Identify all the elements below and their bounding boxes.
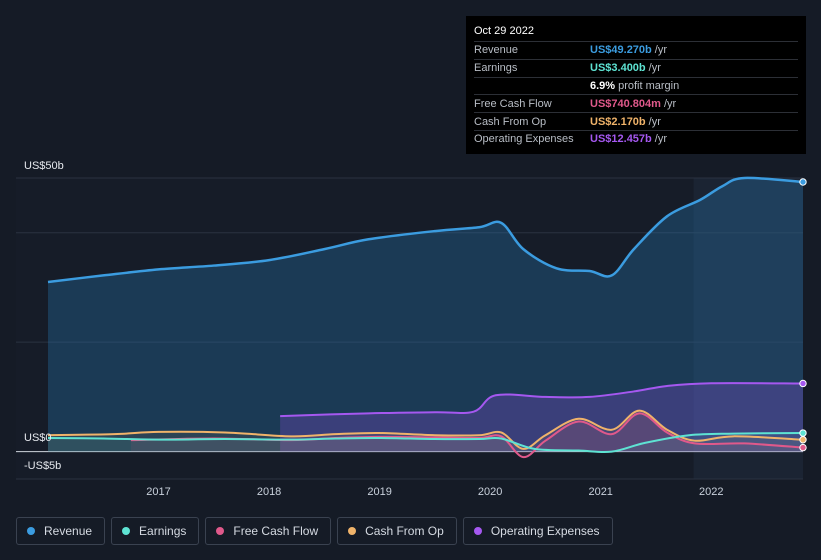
tooltip-row-value: US$3.400b bbox=[590, 62, 646, 75]
x-tick-label: 2021 bbox=[588, 486, 612, 498]
tooltip-row: 6.9% profit margin bbox=[474, 76, 798, 95]
tooltip-date: Oct 29 2022 bbox=[474, 25, 534, 37]
legend-item-free-cash-flow[interactable]: Free Cash Flow bbox=[205, 517, 332, 545]
revenue-area bbox=[48, 177, 803, 452]
tooltip-row-label: Earnings bbox=[474, 62, 518, 75]
tooltip-row-label: Operating Expenses bbox=[474, 133, 574, 146]
chart-legend: Revenue Earnings Free Cash Flow Cash From O… bbox=[16, 517, 613, 545]
legend-label: Cash From Op bbox=[365, 524, 444, 538]
tooltip-row: Cash From Op US$2.170b/yr bbox=[474, 112, 798, 130]
tooltip-row-unit: /yr bbox=[648, 62, 661, 75]
x-tick-label: 2017 bbox=[146, 486, 170, 498]
revenue-end-marker bbox=[799, 178, 807, 186]
operating-expenses-end-marker bbox=[799, 379, 807, 388]
legend-item-earnings[interactable]: Earnings bbox=[111, 517, 200, 545]
tooltip-row-unit: profit margin bbox=[618, 79, 680, 92]
legend-label: Earnings bbox=[139, 524, 187, 538]
tooltip-row: Revenue US$49.270b/yr bbox=[474, 41, 798, 59]
revenue-line bbox=[47, 176, 804, 284]
legend-dot-icon bbox=[122, 527, 131, 535]
tooltip-row-value: 6.9% bbox=[590, 79, 616, 92]
y-axis-bottom-label: -US$5b bbox=[24, 460, 62, 472]
plot-background bbox=[16, 178, 803, 479]
tooltip-row-value: US$12.457b bbox=[590, 133, 652, 146]
tooltip-row-unit: /yr bbox=[648, 115, 661, 128]
y-axis-zero-label: US$0 bbox=[24, 432, 52, 444]
tooltip-row-value: US$2.170b bbox=[590, 115, 646, 128]
x-tick-label: 2022 bbox=[699, 486, 723, 498]
legend-dot-icon bbox=[473, 527, 482, 535]
tooltip-row-unit: /yr bbox=[663, 97, 677, 110]
legend-item-cash-from-op[interactable]: Cash From Op bbox=[337, 517, 457, 545]
cash-from-op-area bbox=[48, 410, 803, 452]
tooltip-row-value: US$740.804m bbox=[590, 97, 661, 110]
tooltip-row-label: Revenue bbox=[474, 44, 519, 57]
forecast-highlight-band bbox=[693, 178, 803, 479]
legend-item-revenue[interactable]: Revenue bbox=[16, 517, 106, 545]
legend-label: Operating Expenses bbox=[490, 524, 600, 538]
tooltip-row: Earnings US$3.400b/yr bbox=[474, 58, 798, 77]
earnings-area bbox=[48, 433, 803, 453]
x-tick-label: 2018 bbox=[257, 486, 281, 498]
legend-dot-icon bbox=[27, 527, 35, 535]
x-tick-label: 2019 bbox=[367, 486, 391, 498]
y-axis-top-label: US$50b bbox=[24, 160, 64, 172]
legend-item-operating-expenses[interactable]: Operating Expenses bbox=[462, 517, 613, 545]
tooltip-row-unit: /yr bbox=[654, 44, 667, 57]
tooltip-row: Operating Expenses US$12.457b/yr bbox=[474, 129, 798, 148]
cash-from-op-end-marker bbox=[799, 436, 807, 444]
data-tooltip: Oct 29 2022 Revenue US$49.270b/yr Earnings… bbox=[466, 16, 806, 154]
x-tick-label: 2020 bbox=[478, 486, 502, 498]
tooltip-row: Free Cash Flow US$740.804m/yr bbox=[474, 94, 798, 112]
legend-label: Revenue bbox=[44, 524, 93, 538]
earnings-end-marker bbox=[799, 429, 807, 437]
tooltip-row-unit: /yr bbox=[654, 133, 667, 146]
legend-dot-icon bbox=[216, 527, 225, 535]
tooltip-row-value: US$49.270b bbox=[590, 44, 652, 57]
legend-label: Free Cash Flow bbox=[233, 524, 319, 538]
free-cash-flow-end-marker bbox=[799, 443, 807, 452]
tooltip-row-label: Free Cash Flow bbox=[474, 97, 552, 110]
legend-dot-icon bbox=[348, 527, 357, 535]
cash-from-op-line bbox=[47, 409, 804, 450]
operating-expenses-line bbox=[280, 382, 804, 418]
earnings-line bbox=[47, 432, 804, 454]
tooltip-row-label: Cash From Op bbox=[474, 115, 547, 128]
